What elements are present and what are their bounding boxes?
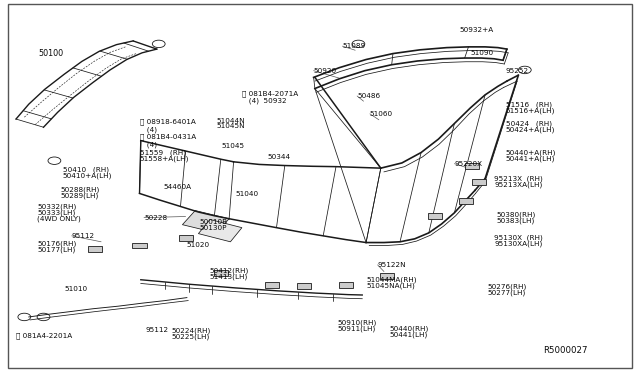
- Text: 50440+A(RH): 50440+A(RH): [506, 149, 556, 156]
- FancyBboxPatch shape: [214, 270, 228, 276]
- Text: 51559   (RH): 51559 (RH): [140, 149, 186, 156]
- Text: 95112: 95112: [146, 327, 169, 333]
- Text: 51558+A(LH): 51558+A(LH): [140, 155, 189, 162]
- Text: 50010B: 50010B: [200, 219, 228, 225]
- Text: 50932+A: 50932+A: [460, 27, 494, 33]
- FancyBboxPatch shape: [88, 246, 102, 252]
- Text: 50333(LH): 50333(LH): [37, 210, 76, 217]
- Text: 51044N: 51044N: [216, 118, 245, 124]
- Text: 50225(LH): 50225(LH): [172, 333, 210, 340]
- Text: 95112: 95112: [72, 233, 95, 239]
- FancyBboxPatch shape: [472, 179, 486, 185]
- Text: 51045NA(LH): 51045NA(LH): [366, 282, 415, 289]
- Text: 51040: 51040: [236, 191, 259, 197]
- Text: (4WD ONLY): (4WD ONLY): [37, 216, 81, 222]
- Text: 50130P: 50130P: [200, 225, 227, 231]
- Text: 50344: 50344: [268, 154, 291, 160]
- Text: 95220X: 95220X: [454, 161, 483, 167]
- Text: 50380(RH): 50380(RH): [496, 212, 535, 218]
- FancyBboxPatch shape: [179, 235, 193, 241]
- Text: 50441+A(LH): 50441+A(LH): [506, 155, 555, 162]
- Polygon shape: [182, 211, 229, 233]
- Text: Ⓑ 081B4-0431A: Ⓑ 081B4-0431A: [140, 134, 196, 140]
- FancyBboxPatch shape: [459, 198, 473, 204]
- Text: 50277(LH): 50277(LH): [488, 290, 526, 296]
- FancyBboxPatch shape: [297, 283, 311, 289]
- Text: 50440(RH): 50440(RH): [389, 326, 428, 332]
- Polygon shape: [198, 219, 242, 242]
- Text: 95130X  (RH): 95130X (RH): [494, 234, 543, 241]
- Text: Ⓝ 08918-6401A: Ⓝ 08918-6401A: [140, 119, 195, 125]
- Text: 50332(RH): 50332(RH): [37, 204, 76, 211]
- Text: (4)  50932: (4) 50932: [242, 97, 287, 104]
- FancyBboxPatch shape: [132, 243, 147, 248]
- Text: 95122N: 95122N: [378, 262, 406, 268]
- Text: 51516+A(LH): 51516+A(LH): [506, 108, 555, 114]
- Text: 50410+A(LH): 50410+A(LH): [63, 172, 112, 179]
- Text: 95130XA(LH): 95130XA(LH): [494, 240, 542, 247]
- Text: 50486: 50486: [357, 93, 380, 99]
- Text: 50424   (RH): 50424 (RH): [506, 120, 552, 127]
- Text: 50383(LH): 50383(LH): [496, 218, 534, 224]
- Text: 50276(RH): 50276(RH): [488, 284, 527, 291]
- Text: R5000027: R5000027: [543, 346, 588, 355]
- Text: 95213XA(LH): 95213XA(LH): [494, 181, 542, 188]
- Text: 51045: 51045: [221, 143, 244, 149]
- Text: 51413(LH): 51413(LH): [210, 273, 248, 280]
- Text: 50177(LH): 50177(LH): [37, 247, 76, 253]
- Text: (4): (4): [140, 141, 157, 148]
- Text: 51045N: 51045N: [216, 124, 245, 129]
- Text: Ⓑ 081A4-2201A: Ⓑ 081A4-2201A: [16, 332, 72, 339]
- Text: 50910(RH): 50910(RH): [338, 320, 377, 326]
- FancyBboxPatch shape: [265, 282, 279, 288]
- Text: 50289(LH): 50289(LH): [61, 192, 99, 199]
- Text: 50176(RH): 50176(RH): [37, 241, 76, 247]
- Text: 54460A: 54460A: [163, 184, 191, 190]
- Text: 50410   (RH): 50410 (RH): [63, 166, 109, 173]
- Text: 51020: 51020: [187, 242, 210, 248]
- Text: 50441(LH): 50441(LH): [389, 331, 428, 338]
- Text: 50288(RH): 50288(RH): [61, 186, 100, 193]
- Text: 51060: 51060: [370, 111, 393, 117]
- Text: 50412(RH): 50412(RH): [210, 267, 249, 274]
- FancyBboxPatch shape: [380, 273, 394, 279]
- FancyBboxPatch shape: [428, 213, 442, 219]
- Text: 51090: 51090: [470, 50, 493, 56]
- Text: (4): (4): [140, 126, 157, 133]
- Text: 50224(RH): 50224(RH): [172, 327, 211, 334]
- Text: 51044MA(RH): 51044MA(RH): [366, 276, 417, 283]
- Text: 95213X  (RH): 95213X (RH): [494, 175, 543, 182]
- Text: 51010: 51010: [64, 286, 87, 292]
- FancyBboxPatch shape: [465, 163, 479, 169]
- Text: 50228: 50228: [144, 215, 167, 221]
- Text: 50100: 50100: [38, 49, 63, 58]
- FancyBboxPatch shape: [339, 282, 353, 288]
- Text: Ⓑ 081B4-2071A: Ⓑ 081B4-2071A: [242, 90, 298, 97]
- Text: 95252: 95252: [506, 68, 529, 74]
- Text: 50911(LH): 50911(LH): [338, 326, 376, 332]
- Text: 51516   (RH): 51516 (RH): [506, 102, 552, 108]
- Text: 50920: 50920: [314, 68, 337, 74]
- Text: 51089: 51089: [342, 43, 365, 49]
- Text: 50424+A(LH): 50424+A(LH): [506, 126, 555, 133]
